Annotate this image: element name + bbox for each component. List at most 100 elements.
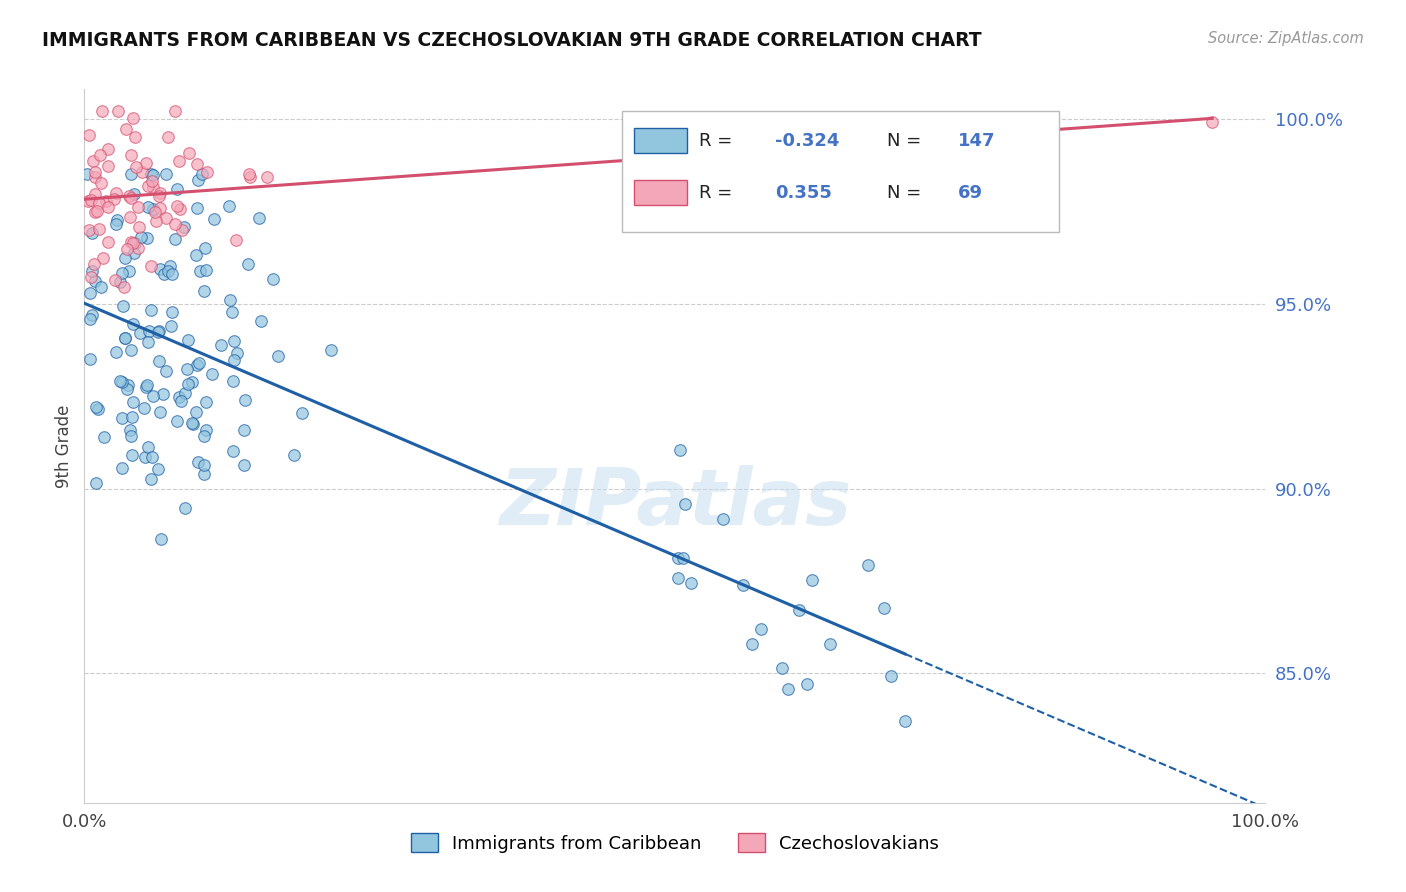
Point (83, 257, 105, 271)
Point (186, 359, 208, 373)
Point (132, 401, 155, 415)
Point (195, 423, 218, 437)
Point (143, 205, 166, 219)
Point (89, 195, 111, 210)
Point (173, 386, 195, 401)
Point (84, 476, 107, 491)
Point (226, 346, 249, 360)
Point (209, 338, 232, 352)
Point (155, 211, 177, 225)
Bar (634, 128, 686, 153)
Text: 69: 69 (959, 184, 983, 202)
Point (186, 201, 208, 215)
Point (218, 199, 240, 213)
Text: IMMIGRANTS FROM CARIBBEAN VS CZECHOSLOVAKIAN 9TH GRADE CORRELATION CHART: IMMIGRANTS FROM CARIBBEAN VS CZECHOSLOVA… (42, 31, 981, 50)
Point (139, 303, 162, 318)
Point (166, 182, 188, 196)
Point (181, 375, 204, 389)
Point (124, 235, 146, 250)
Point (91, 104, 114, 119)
Point (894, 714, 917, 729)
Point (193, 458, 215, 473)
Point (115, 242, 138, 256)
Point (129, 230, 152, 244)
Point (160, 319, 183, 334)
Point (112, 280, 135, 294)
Point (233, 392, 256, 407)
Point (105, 212, 128, 227)
Text: R =: R = (699, 184, 744, 202)
Point (181, 417, 204, 431)
Point (149, 186, 172, 200)
Point (800, 573, 823, 587)
Point (136, 440, 159, 454)
Text: ZIPatlas: ZIPatlas (499, 465, 851, 541)
Point (105, 344, 128, 359)
Point (104, 217, 127, 231)
Point (142, 168, 165, 182)
Point (111, 299, 134, 313)
Point (141, 167, 163, 181)
Point (79, 269, 101, 284)
Point (97, 159, 120, 173)
Point (146, 325, 169, 339)
Point (111, 375, 134, 389)
Point (96, 235, 118, 250)
Point (152, 387, 174, 401)
Point (79, 128, 101, 142)
Point (80, 194, 103, 208)
Point (195, 262, 218, 277)
Point (120, 423, 142, 437)
Point (172, 223, 194, 237)
Point (121, 448, 143, 462)
Point (136, 179, 159, 194)
Bar (634, 180, 686, 205)
Point (256, 169, 278, 184)
Text: N =: N = (887, 184, 922, 202)
Point (136, 378, 159, 392)
Y-axis label: 9th Grade: 9th Grade (55, 404, 73, 488)
Point (124, 130, 146, 145)
Point (129, 326, 152, 340)
Text: -0.324: -0.324 (775, 132, 839, 150)
Point (146, 462, 169, 476)
Point (176, 362, 198, 376)
Point (93, 430, 115, 444)
Point (103, 193, 125, 207)
Point (122, 394, 145, 409)
Point (188, 264, 211, 278)
Point (91, 251, 114, 265)
Point (127, 241, 149, 255)
Point (90, 176, 112, 190)
Point (107, 104, 129, 119)
Point (138, 200, 160, 214)
Point (267, 349, 290, 363)
Point (79, 351, 101, 366)
Point (120, 235, 142, 249)
Point (159, 259, 181, 273)
Point (218, 293, 240, 308)
Point (111, 411, 134, 425)
Point (225, 234, 247, 248)
Point (104, 273, 127, 287)
Point (880, 669, 903, 683)
Point (711, 511, 734, 525)
Point (193, 467, 215, 482)
Point (118, 189, 141, 203)
Point (733, 578, 755, 592)
Point (177, 145, 200, 160)
Point (673, 497, 696, 511)
Point (796, 677, 818, 691)
Point (122, 245, 145, 260)
Point (120, 343, 142, 357)
Legend: Immigrants from Caribbean, Czechoslovakians: Immigrants from Caribbean, Czechoslovaki… (402, 824, 948, 862)
Point (135, 379, 157, 393)
Point (128, 219, 150, 234)
Point (87, 222, 110, 236)
Point (283, 448, 305, 462)
Point (149, 533, 172, 547)
Point (84, 165, 107, 179)
Point (666, 551, 689, 566)
Point (177, 376, 200, 391)
Point (114, 251, 136, 265)
